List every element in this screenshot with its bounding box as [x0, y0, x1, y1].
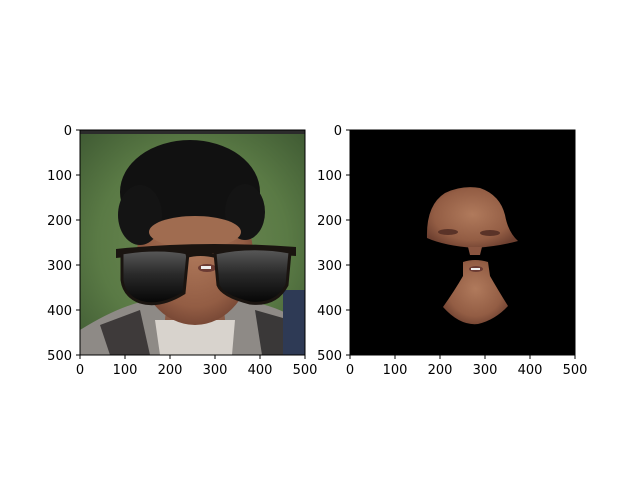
right-y-tick-label: 500 [317, 349, 342, 364]
left-x-tick-label: 200 [158, 363, 183, 378]
left-y-tick-label: 0 [64, 124, 72, 139]
sunglasses [116, 243, 296, 306]
left-y-ticks [76, 129, 80, 356]
left-x-tick-label: 100 [113, 363, 138, 378]
right-mask-image [350, 130, 575, 355]
right-y-tick-label: 200 [317, 214, 342, 229]
right-y-tick-label: 100 [317, 169, 342, 184]
left-photo [80, 130, 305, 355]
right-x-tick-label: 0 [346, 363, 354, 378]
left-y-tick-label: 500 [47, 349, 72, 364]
left-x-tick-label: 400 [248, 363, 273, 378]
left-y-tick-label: 100 [47, 169, 72, 184]
right-x-ticks [349, 355, 576, 359]
left-x-tick-label: 300 [203, 363, 228, 378]
right-y-ticks [346, 129, 350, 356]
right-x-tick-label: 400 [518, 363, 543, 378]
left-x-tick-label: 0 [76, 363, 84, 378]
left-x-tick-label: 500 [293, 363, 318, 378]
left-y-tick-label: 400 [47, 304, 72, 319]
right-y-tick-label: 0 [334, 124, 342, 139]
right-x-tick-label: 300 [473, 363, 498, 378]
left-panel: 0 100 200 300 400 500 0 100 200 300 400 … [47, 124, 317, 378]
left-x-ticks [79, 355, 306, 359]
right-x-tick-label: 200 [428, 363, 453, 378]
right-panel: 0 100 200 300 400 500 0 100 200 300 400 … [317, 124, 587, 378]
right-x-tick-label: 500 [563, 363, 588, 378]
right-x-tick-label: 100 [383, 363, 408, 378]
right-y-tick-label: 300 [317, 259, 342, 274]
right-y-tick-label: 400 [317, 304, 342, 319]
left-y-tick-label: 300 [47, 259, 72, 274]
left-y-tick-label: 200 [47, 214, 72, 229]
